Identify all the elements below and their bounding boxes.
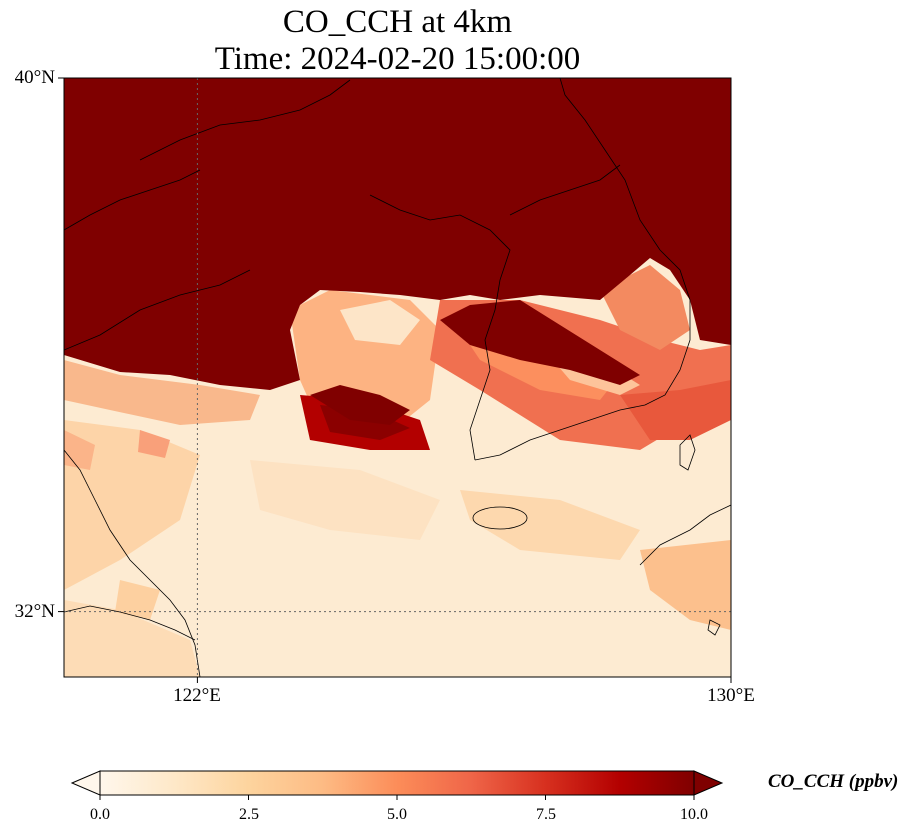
field-band [340,300,420,345]
coastline-korea-south [474,249,691,461]
colorbar-extend-max [693,770,724,796]
coastline-liaodong-east [369,194,511,281]
colorbar-bar [99,770,695,796]
field-patch [640,540,731,630]
field-patch [115,580,160,620]
field-patch [64,420,200,590]
coastlines [64,78,731,677]
border-nk-china [509,164,621,216]
field-saturated [64,78,731,390]
colorbar-tick-label: 2.5 [239,806,259,823]
map-frame [63,77,732,678]
coastline-liaodong [139,79,351,161]
lon-label-130e: 130°E [707,685,755,706]
field-patch [250,460,440,540]
colorbar-tick-label: 0.0 [90,806,110,823]
colorbar-ticks [99,795,695,800]
colorbar-tick-label: 10.0 [680,806,708,823]
axis-ticks [58,77,732,683]
coastline-shandong [64,269,251,351]
island-tsushima [679,434,696,471]
coastline-bohai [64,169,201,231]
field-patch [64,600,200,677]
lon-label-122e: 122°E [173,685,221,706]
map-title: CO_CCH at 4km [282,4,513,40]
colorbar-label: CO_CCH (ppbv) [768,771,899,792]
island-jeju [472,506,528,530]
field-patch [138,430,170,458]
coastline-jiangsu [64,449,201,677]
field-band [64,360,260,425]
colorbar [70,770,724,800]
field-saturated [440,300,640,385]
gridlines [64,78,731,677]
colorbar-extend-min [70,770,101,796]
coastline-korea-east [559,78,661,251]
lat-label-32n: 32°N [14,601,55,622]
island-goto [707,619,721,636]
coastline-korea-west [469,279,501,461]
field-band [600,265,690,350]
colorbar-tick-label: 5.0 [387,806,407,823]
field-saturated [310,385,410,425]
field-band [620,380,731,440]
coastline-kyushu [639,504,731,566]
colorbar-tick-label: 7.5 [536,806,556,823]
map-field [64,78,731,677]
lat-label-40n: 40°N [14,67,55,88]
coastline-yangtze [64,605,196,641]
map-subtitle-time: Time: 2024-02-20 15:00:00 [214,41,581,77]
